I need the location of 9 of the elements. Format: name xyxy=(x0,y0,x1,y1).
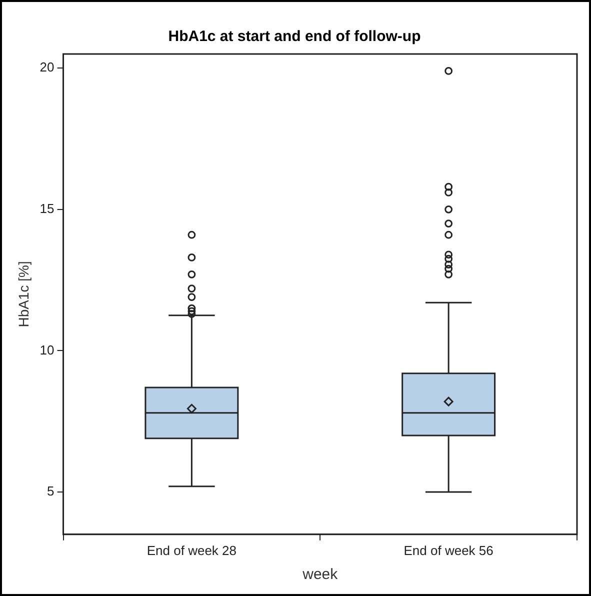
y-tick-label: 5 xyxy=(47,484,54,499)
y-tick-label: 20 xyxy=(40,60,54,75)
y-tick-label: 15 xyxy=(40,201,54,216)
y-tick-label: 10 xyxy=(40,342,54,358)
x-axis-title: week xyxy=(302,566,338,584)
y-axis-title: HbA1c [%] xyxy=(15,261,32,328)
x-tick-label: End of week 56 xyxy=(404,542,494,558)
chart-title: HbA1c at start and end of follow-up xyxy=(168,28,421,46)
x-tick-label: End of week 28 xyxy=(146,542,237,558)
